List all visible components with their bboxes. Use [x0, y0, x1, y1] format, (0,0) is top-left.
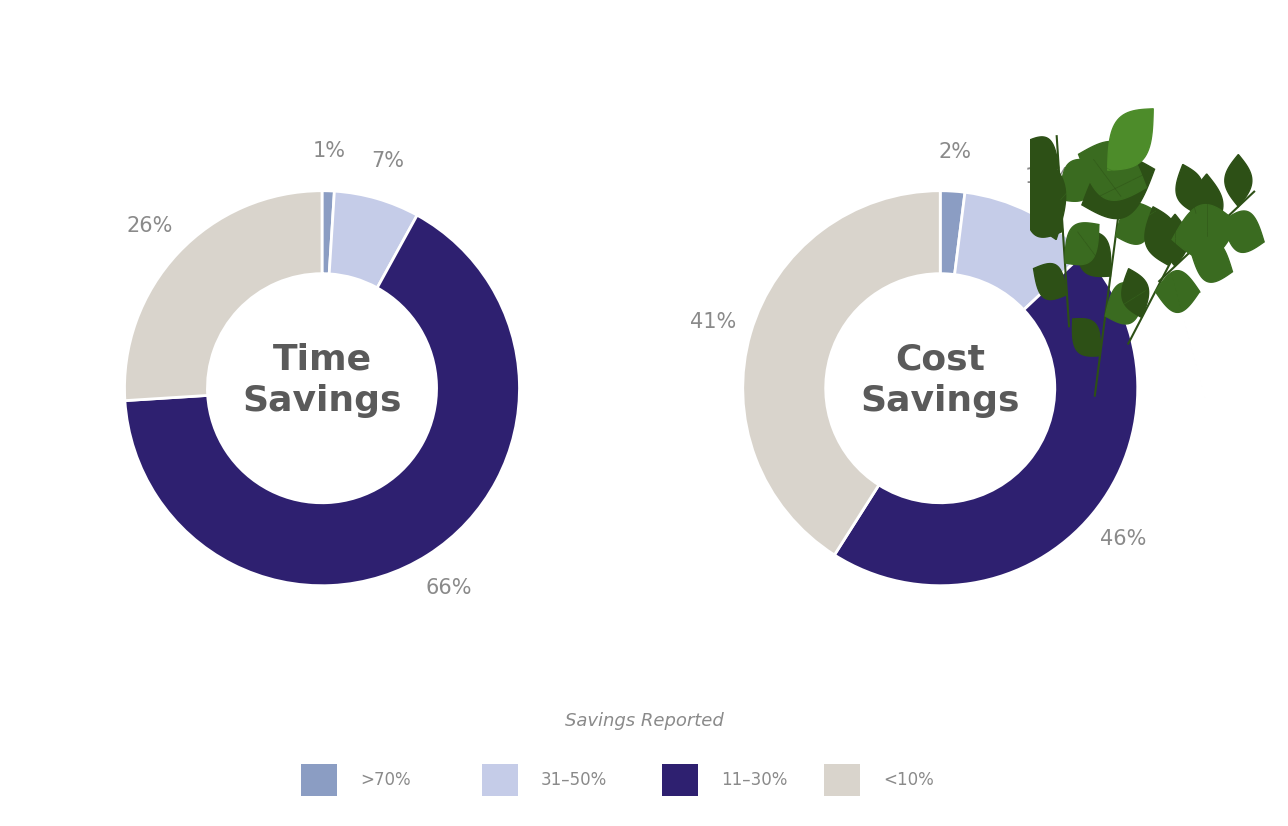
Polygon shape: [1115, 203, 1155, 244]
Wedge shape: [125, 191, 322, 401]
Polygon shape: [1065, 223, 1099, 264]
Text: 26%: 26%: [126, 216, 173, 236]
Polygon shape: [1077, 231, 1110, 277]
Text: 31–50%: 31–50%: [541, 771, 607, 789]
Polygon shape: [1105, 282, 1145, 324]
Polygon shape: [1108, 109, 1153, 170]
Polygon shape: [1191, 241, 1233, 282]
Text: 46%: 46%: [1100, 529, 1146, 549]
Text: Time
Savings: Time Savings: [242, 342, 402, 419]
Text: Savings Reported: Savings Reported: [564, 712, 724, 730]
Polygon shape: [1155, 271, 1199, 312]
Text: Cost
Savings: Cost Savings: [860, 342, 1020, 419]
Polygon shape: [1162, 214, 1189, 266]
Text: 11–30%: 11–30%: [720, 771, 787, 789]
Polygon shape: [1073, 319, 1100, 356]
Text: >70%: >70%: [359, 771, 411, 789]
Polygon shape: [1172, 205, 1238, 259]
Polygon shape: [1182, 219, 1226, 260]
Polygon shape: [1122, 268, 1149, 317]
Polygon shape: [1082, 155, 1154, 219]
Polygon shape: [1176, 164, 1203, 213]
Text: 1%: 1%: [313, 141, 346, 161]
Polygon shape: [1190, 174, 1222, 236]
Polygon shape: [1023, 194, 1063, 237]
Wedge shape: [940, 191, 965, 274]
Text: <10%: <10%: [882, 771, 934, 789]
Text: 7%: 7%: [372, 150, 404, 171]
Polygon shape: [1033, 263, 1066, 300]
Polygon shape: [1025, 137, 1059, 173]
Polygon shape: [1061, 159, 1095, 202]
Polygon shape: [1021, 148, 1065, 240]
Text: 66%: 66%: [426, 578, 473, 598]
Wedge shape: [330, 191, 417, 287]
Polygon shape: [1145, 206, 1177, 265]
Wedge shape: [835, 253, 1137, 586]
Wedge shape: [125, 215, 519, 586]
Text: 41%: 41%: [689, 312, 735, 332]
FancyBboxPatch shape: [824, 764, 860, 796]
Text: 2%: 2%: [939, 142, 971, 162]
Polygon shape: [1222, 211, 1264, 253]
Polygon shape: [1094, 159, 1121, 197]
FancyBboxPatch shape: [662, 764, 698, 796]
Text: 11%: 11%: [1025, 167, 1070, 187]
FancyBboxPatch shape: [301, 764, 337, 796]
Wedge shape: [322, 191, 335, 274]
Wedge shape: [954, 192, 1084, 310]
Polygon shape: [1225, 154, 1252, 206]
Wedge shape: [743, 191, 940, 555]
Polygon shape: [1078, 141, 1146, 201]
FancyBboxPatch shape: [482, 764, 518, 796]
